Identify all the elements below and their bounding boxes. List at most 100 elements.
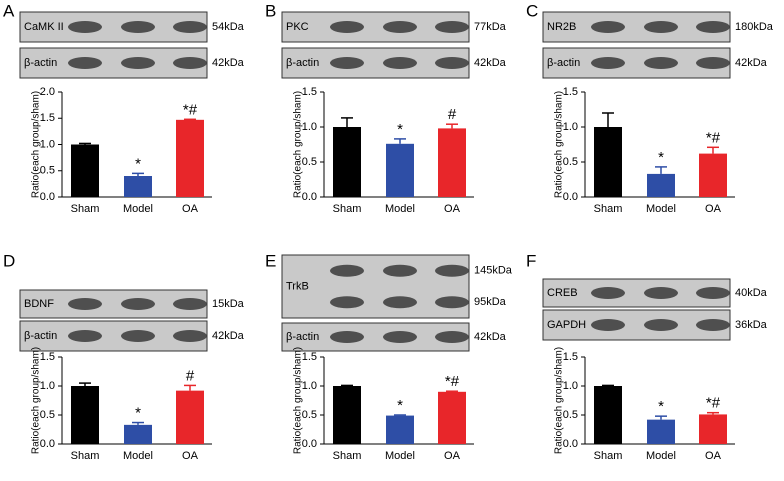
blot-band [435,331,469,343]
blot-band [121,57,155,69]
blot-label: CaMK II [24,21,64,33]
panel-letter: D [3,251,15,270]
y-tick-label: 0.0 [40,191,55,203]
x-tick-label: Sham [594,450,623,462]
y-axis-label: Ratio(each group/sham) [31,91,42,198]
x-tick-label: Model [123,203,153,215]
panel-letter: B [265,1,276,20]
blot-band [591,319,625,331]
blot-band [644,319,678,331]
blot-label: GAPDH [547,319,586,331]
x-tick-label: Model [646,203,676,215]
blot-band [591,21,625,33]
bar [594,386,622,444]
blot-size: 42kDa [474,57,507,69]
blot-size: 15kDa [212,298,245,310]
blot-band [383,331,417,343]
blot-label: β-actin [547,57,580,69]
blot-band [173,298,207,310]
x-tick-label: Sham [594,203,623,215]
bar [594,127,622,197]
blot-band [435,264,469,277]
x-tick-label: Model [385,450,415,462]
y-tick-label: 0.5 [40,165,55,177]
y-axis-label: Ratio(each group/sham) [293,347,304,454]
y-tick-label: 2.0 [40,86,55,98]
blot-label: β-actin [286,331,319,343]
blot-size: 42kDa [212,57,245,69]
blot-band [68,330,102,342]
blot-band [330,57,364,69]
y-tick-label: 1.5 [302,351,317,363]
blot-label: TrkB [286,280,309,292]
y-tick-label: 0.5 [563,409,578,421]
y-tick-label: 1.0 [302,380,317,392]
bar [386,143,414,197]
blot-size: 42kDa [474,331,507,343]
y-axis-label: Ratio(each group/sham) [293,91,304,198]
x-tick-label: OA [182,203,199,215]
y-tick-label: 0.0 [302,438,317,450]
y-tick-label: 0.5 [563,156,578,168]
blot-band [644,287,678,299]
blot-size: 40kDa [735,287,768,299]
significance-marker: * [135,405,141,422]
significance-marker: * [658,149,664,166]
x-tick-label: Model [385,203,415,215]
panel-letter: A [3,1,15,20]
blot-label: NR2B [547,21,576,33]
blot-band [696,21,730,33]
blot-label: PKC [286,21,309,33]
bar [438,391,466,444]
x-tick-label: OA [705,203,722,215]
blot-band [68,57,102,69]
blot-band [330,331,364,343]
blot-band [173,330,207,342]
significance-marker: # [186,367,195,384]
panel-letter: E [265,251,276,270]
blot-band [696,57,730,69]
bar [333,127,361,197]
significance-marker: * [135,155,141,172]
y-tick-label: 1.5 [563,86,578,98]
y-tick-label: 1.0 [302,121,317,133]
blot-size: 77kDa [474,21,507,33]
blot-band [330,264,364,277]
blot-size: 145kDa [474,265,513,277]
y-tick-label: 1.0 [40,138,55,150]
blot-label: BDNF [24,298,54,310]
blot-band [696,319,730,331]
y-tick-label: 1.0 [563,121,578,133]
blot-label: β-actin [24,57,57,69]
blot-size: 95kDa [474,296,507,308]
significance-marker: * [397,121,403,138]
blot-band [383,296,417,309]
blot-size: 54kDa [212,21,245,33]
bar [124,424,152,444]
y-tick-label: 1.5 [40,351,55,363]
blot-label: β-actin [24,330,57,342]
y-tick-label: 0.5 [40,409,55,421]
bar [699,414,727,444]
blot-band [173,57,207,69]
blot-band [591,287,625,299]
panel-letter: C [526,1,538,20]
blot-band [121,298,155,310]
bar [438,128,466,197]
blot-band [383,21,417,33]
x-tick-label: Sham [333,203,362,215]
y-tick-label: 1.5 [302,86,317,98]
y-tick-label: 0.0 [40,438,55,450]
blot-band [121,330,155,342]
blot-size: 36kDa [735,319,768,331]
x-tick-label: OA [705,450,722,462]
blot-band [435,296,469,309]
y-tick-label: 1.0 [563,380,578,392]
y-tick-label: 0.0 [563,438,578,450]
y-tick-label: 0.5 [302,409,317,421]
blot-band [121,21,155,33]
y-tick-label: 1.5 [40,112,55,124]
x-tick-label: OA [444,450,461,462]
significance-marker: *# [706,395,721,412]
